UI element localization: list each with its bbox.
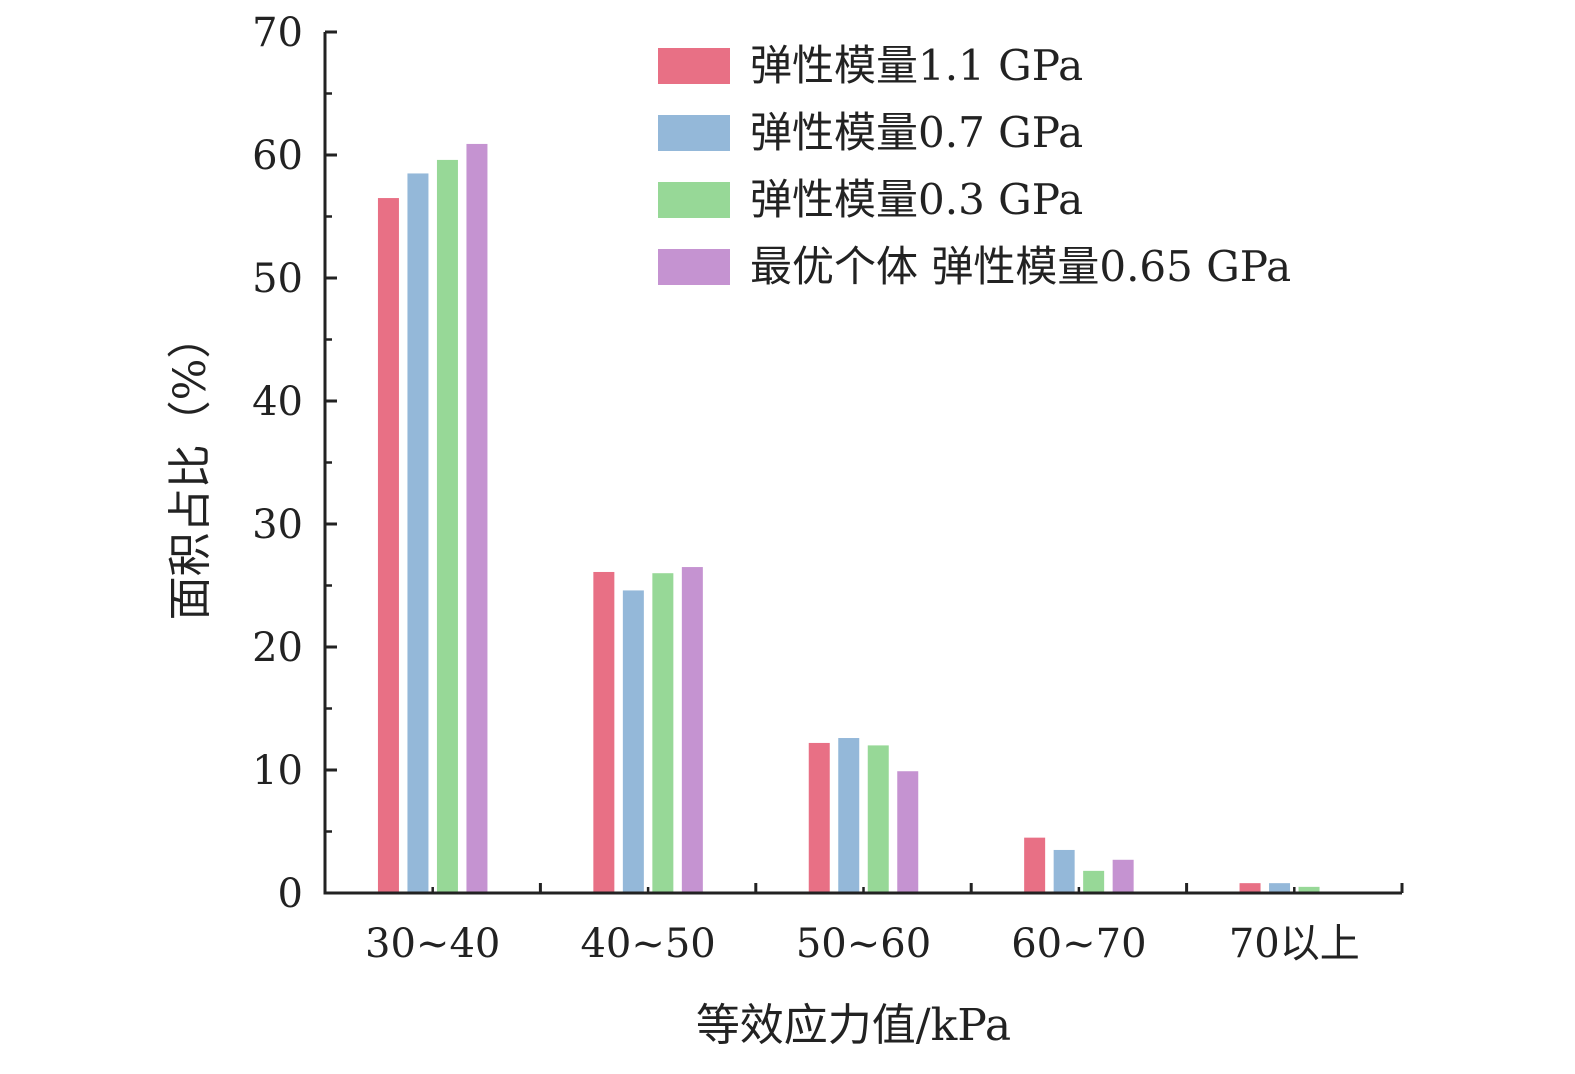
y-tick-label: 0: [278, 871, 303, 917]
legend-label: 弹性模量0.3 GPa: [750, 175, 1083, 224]
y-tick-label: 30: [252, 502, 303, 548]
y-tick-label: 60: [252, 133, 303, 179]
bar: [1112, 859, 1134, 893]
x-axis-title: 等效应力值/kPa: [696, 1000, 1011, 1051]
legend-label: 最优个体 弹性模量0.65 GPa: [750, 242, 1291, 291]
x-tick-label: 40~50: [580, 921, 715, 967]
x-ticks: 30~40 40~50 50~60 60~70 70以上: [323, 883, 1404, 967]
x-tick-label: 60~70: [1011, 921, 1146, 967]
y-tick-label: 10: [252, 748, 303, 794]
bar: [593, 571, 615, 893]
bar: [867, 745, 889, 893]
bar: [436, 159, 458, 894]
bar: [808, 742, 830, 893]
bar: [1269, 883, 1291, 893]
bar: [377, 198, 399, 894]
y-tick-label: 40: [252, 379, 303, 425]
legend-swatch: [658, 48, 730, 84]
bar: [466, 143, 488, 893]
bar: [1083, 870, 1105, 893]
bar: [622, 590, 644, 893]
legend-label: 弹性模量0.7 GPa: [750, 108, 1083, 157]
bar: [1024, 837, 1046, 893]
legend-swatch: [658, 115, 730, 151]
bar: [1053, 849, 1075, 893]
y-tick-label: 50: [252, 256, 303, 302]
bar: [897, 771, 919, 893]
legend-swatch: [658, 182, 730, 218]
y-tick-label: 70: [252, 10, 303, 56]
legend: 弹性模量1.1 GPa 弹性模量0.7 GPa 弹性模量0.3 GPa 最优个体 弹性…: [658, 41, 1291, 291]
y-tick-label: 20: [252, 625, 303, 671]
x-tick-label: 50~60: [796, 921, 931, 967]
bar: [1298, 886, 1320, 893]
legend-swatch: [658, 249, 730, 285]
x-tick-label: 70以上: [1229, 921, 1360, 967]
x-tick-label: 30~40: [365, 921, 500, 967]
bar: [681, 567, 703, 893]
bars-layer: [377, 143, 1320, 894]
y-axis-title: 面积占比（%）: [165, 315, 216, 621]
bar: [407, 173, 429, 893]
bar: [838, 738, 860, 893]
bar: [1239, 883, 1261, 893]
bar: [652, 573, 674, 893]
legend-label: 弹性模量1.1 GPa: [750, 41, 1083, 90]
y-ticks: 0 10 20 30 40 50 60 70: [252, 10, 337, 917]
